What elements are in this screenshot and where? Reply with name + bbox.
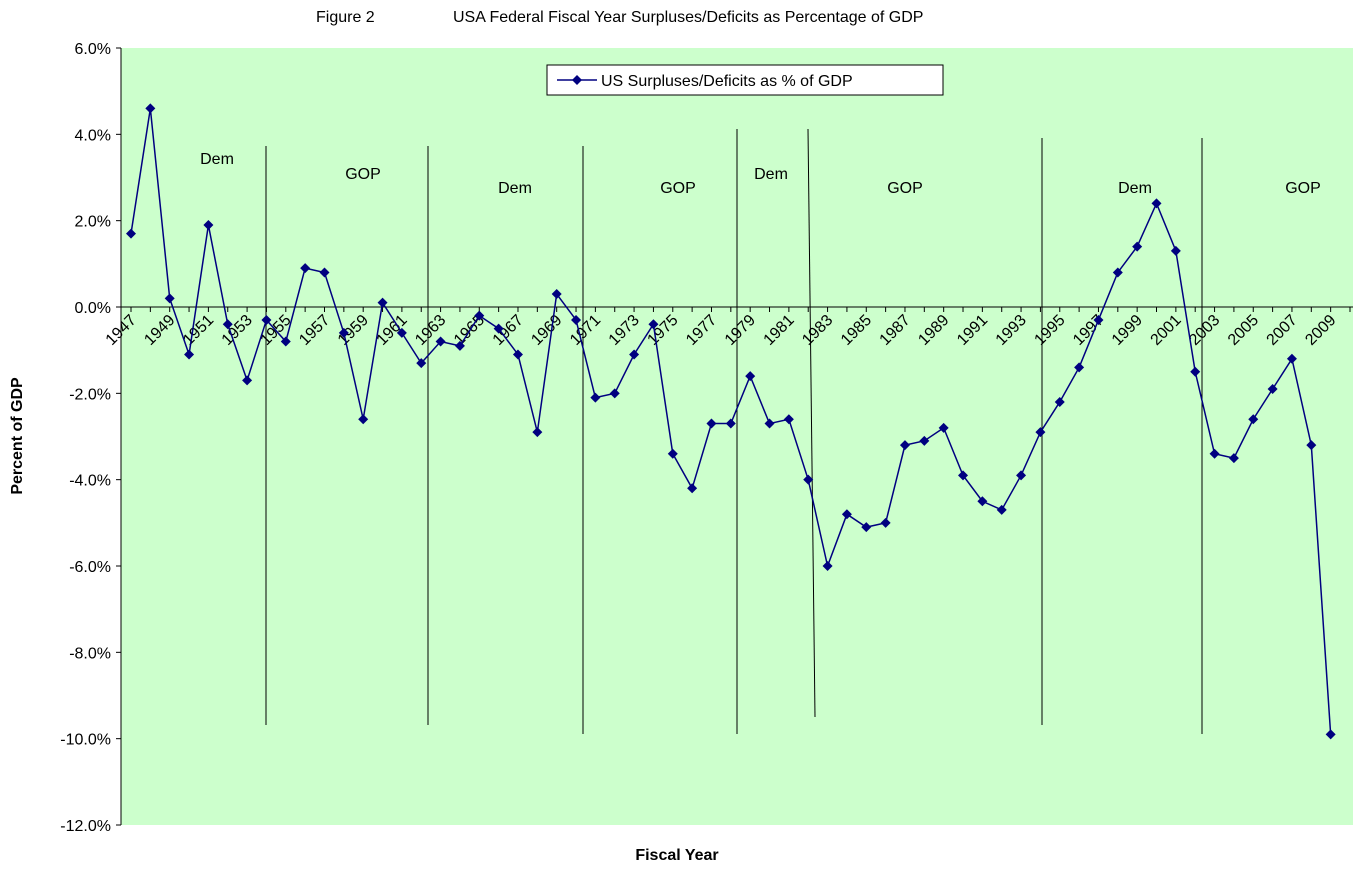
marker <box>919 435 930 446</box>
marker <box>938 422 949 433</box>
legend-marker <box>572 75 582 85</box>
x-axis-title: Fiscal Year <box>635 847 718 864</box>
y-tick-label: -10.0% <box>60 732 111 749</box>
marker <box>1228 453 1239 464</box>
marker <box>300 263 311 274</box>
annotation: GOP <box>887 180 923 197</box>
marker <box>609 388 620 399</box>
marker <box>1190 366 1201 377</box>
marker <box>977 496 988 507</box>
marker <box>164 293 175 304</box>
marker <box>841 509 852 520</box>
marker <box>958 470 969 481</box>
marker <box>822 561 833 571</box>
marker <box>416 358 427 369</box>
marker <box>1248 414 1259 425</box>
y-tick-label: 0.0% <box>75 300 111 317</box>
marker <box>996 504 1007 515</box>
marker <box>764 418 775 429</box>
marker <box>261 314 272 325</box>
marker <box>745 371 756 382</box>
chart-title: USA Federal Fiscal Year Surpluses/Defici… <box>453 9 923 26</box>
marker <box>1170 245 1181 256</box>
marker <box>126 228 136 239</box>
y-tick-label: -4.0% <box>69 473 111 490</box>
divider <box>807 128 816 718</box>
figure-label: Figure 2 <box>316 9 375 26</box>
marker <box>1306 440 1317 451</box>
marker <box>512 349 523 360</box>
y-tick-label: 2.0% <box>75 214 111 231</box>
marker <box>242 375 253 386</box>
y-tick-label: 4.0% <box>75 127 111 144</box>
annotation: GOP <box>1285 180 1321 197</box>
marker <box>1093 314 1104 325</box>
marker <box>396 327 407 338</box>
marker <box>1074 362 1085 373</box>
legend-label: US Surpluses/Deficits as % of GDP <box>601 73 853 90</box>
marker <box>1286 353 1297 364</box>
marker <box>571 314 582 325</box>
marker <box>203 219 214 230</box>
annotation: GOP <box>345 166 381 183</box>
marker <box>435 336 446 347</box>
y-tick-label: -8.0% <box>69 645 111 662</box>
marker <box>454 340 465 351</box>
marker <box>1112 267 1123 278</box>
legend-box <box>546 64 944 96</box>
marker <box>1209 448 1220 459</box>
marker <box>648 319 659 330</box>
marker <box>803 474 814 485</box>
annotation: Dem <box>200 151 234 168</box>
marker <box>880 517 891 528</box>
y-axis-title: Percent of GDP <box>9 377 26 495</box>
y-tick-label: -12.0% <box>60 818 111 835</box>
marker <box>532 427 543 438</box>
marker <box>358 414 369 425</box>
marker <box>590 392 601 403</box>
y-tick-label: -2.0% <box>69 386 111 403</box>
marker <box>725 418 736 429</box>
marker <box>667 448 678 459</box>
marker <box>1151 198 1162 209</box>
marker <box>338 327 349 338</box>
annotation: GOP <box>660 180 696 197</box>
marker <box>1016 470 1027 481</box>
marker <box>493 323 504 334</box>
annotation: Dem <box>498 180 532 197</box>
marker <box>1267 384 1278 395</box>
y-tick-label: 6.0% <box>75 41 111 58</box>
marker <box>783 414 794 425</box>
marker <box>706 418 717 429</box>
marker <box>222 319 233 330</box>
marker <box>899 440 910 451</box>
marker <box>1054 396 1065 407</box>
marker <box>474 310 485 321</box>
marker <box>629 349 640 360</box>
marker <box>145 103 156 114</box>
annotation: Dem <box>1118 180 1152 197</box>
marker <box>1325 729 1336 740</box>
marker <box>1035 427 1046 438</box>
y-tick-label: -6.0% <box>69 559 111 576</box>
marker <box>861 522 872 533</box>
marker <box>184 349 195 360</box>
annotation: Dem <box>754 166 788 183</box>
marker <box>551 289 562 300</box>
marker <box>687 483 698 494</box>
marker <box>319 267 330 278</box>
marker <box>1132 241 1143 252</box>
marker <box>377 297 388 308</box>
marker <box>280 336 291 347</box>
